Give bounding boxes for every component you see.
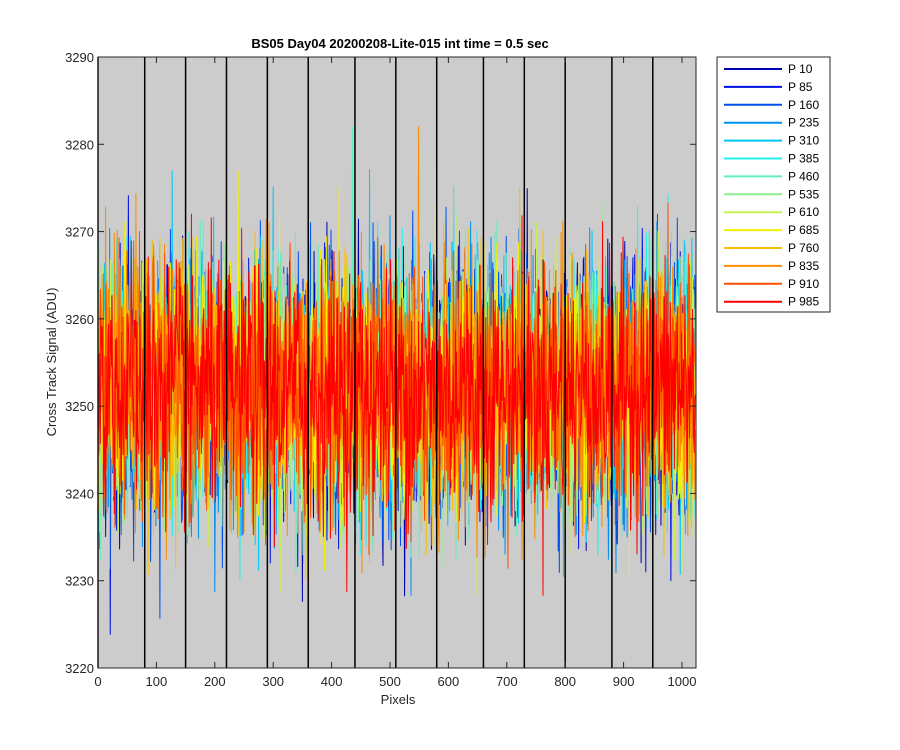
x-tick-label: 0 — [94, 674, 101, 689]
x-tick-label: 1000 — [668, 674, 697, 689]
y-tick-label: 3270 — [65, 225, 94, 240]
x-tick-label: 800 — [554, 674, 576, 689]
legend-label: P 835 — [788, 259, 819, 273]
y-axis: 3220 3230 3240 3250 3260 3270 3280 3290 — [65, 50, 696, 676]
legend-label: P 10 — [788, 62, 813, 76]
x-tick-label: 900 — [613, 674, 635, 689]
series-line-p-985 — [97, 213, 696, 596]
legend-label: P 235 — [788, 116, 819, 130]
y-tick-label: 3240 — [65, 486, 94, 501]
x-axis-label: Pixels — [381, 692, 416, 707]
legend-label: P 460 — [788, 169, 819, 183]
x-tick-label: 400 — [321, 674, 343, 689]
x-tick-label: 700 — [496, 674, 518, 689]
y-tick-label: 3220 — [65, 661, 94, 676]
chart-title: BS05 Day04 20200208-Lite-015 int time = … — [251, 36, 548, 51]
legend-label: P 985 — [788, 295, 819, 309]
plot-frame — [97, 56, 697, 669]
legend-label: P 685 — [788, 223, 819, 237]
y-tick-label: 3260 — [65, 312, 94, 327]
x-tick-label: 200 — [204, 674, 226, 689]
x-tick-label: 500 — [379, 674, 401, 689]
legend: P 10 P 85 P 160 P 235 P 310 P 385 P 460 P 535 P … — [716, 56, 831, 313]
legend-label: P 910 — [788, 277, 819, 291]
y-tick-label: 3250 — [65, 399, 94, 414]
x-tick-label: 600 — [438, 674, 460, 689]
legend-label: P 535 — [788, 187, 819, 201]
y-tick-label: 3280 — [65, 137, 94, 152]
legend-entries: P 10 P 85 P 160 P 235 P 310 P 385 P 460 P 535 P … — [724, 62, 819, 309]
y-axis-label: Cross Track Signal (ADU) — [44, 288, 59, 437]
legend-label: P 85 — [788, 80, 813, 94]
legend-label: P 760 — [788, 241, 819, 255]
legend-label: P 385 — [788, 152, 819, 166]
x-tick-label: 300 — [262, 674, 284, 689]
legend-label: P 610 — [788, 205, 819, 219]
y-tick-label: 3230 — [65, 574, 94, 589]
legend-box — [716, 56, 831, 313]
x-tick-label: 100 — [146, 674, 168, 689]
legend-label: P 310 — [788, 134, 819, 148]
y-tick-label: 3290 — [65, 50, 94, 65]
x-axis: 0 100 200 300 400 500 600 700 800 900 1000 — [94, 57, 696, 689]
legend-label: P 160 — [788, 98, 819, 112]
series-layer — [97, 126, 696, 635]
